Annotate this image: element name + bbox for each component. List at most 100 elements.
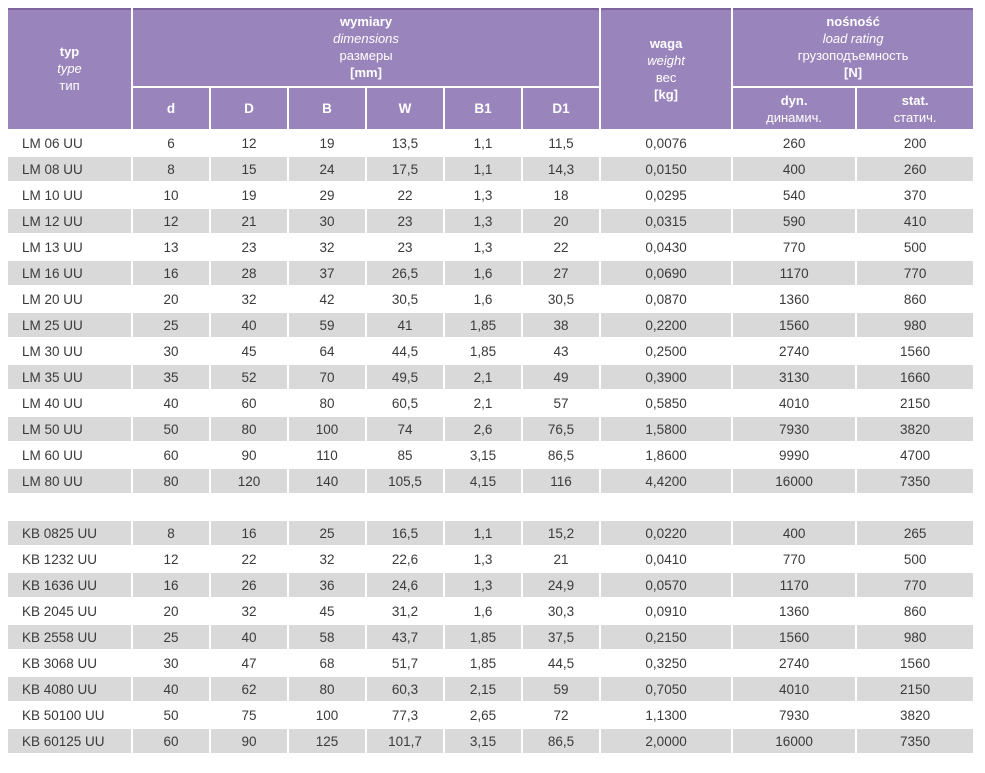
value-cell: 21 <box>523 547 602 573</box>
value-cell: 1660 <box>857 365 976 391</box>
value-cell: 31,2 <box>367 599 445 625</box>
value-cell: 770 <box>733 547 858 573</box>
spacer-cell <box>8 495 976 521</box>
value-cell: 45 <box>211 339 289 365</box>
value-cell: 140 <box>289 469 367 495</box>
value-cell: 2,1 <box>445 365 523 391</box>
value-cell: 260 <box>733 131 858 157</box>
value-cell: 86,5 <box>523 729 602 755</box>
value-cell: 23 <box>211 235 289 261</box>
value-cell: 40 <box>133 391 211 417</box>
table-row: LM 06 UU 6 12 19 13,5 1,1 11,5 0,0076 260 200 <box>8 131 976 157</box>
value-cell: 75 <box>211 703 289 729</box>
value-cell: 19 <box>289 131 367 157</box>
bearing-type-cell: LM 06 UU <box>8 131 133 157</box>
value-cell: 1,85 <box>445 625 523 651</box>
value-cell: 4010 <box>733 391 858 417</box>
bearing-type-cell: LM 35 UU <box>8 365 133 391</box>
value-cell: 16 <box>211 521 289 547</box>
value-cell: 0,7050 <box>601 677 734 703</box>
value-cell: 58 <box>289 625 367 651</box>
value-cell: 16,5 <box>367 521 445 547</box>
value-cell: 68 <box>289 651 367 677</box>
header-col-dynamic: dyn. динамич. <box>733 88 858 131</box>
value-cell: 2,6 <box>445 417 523 443</box>
value-cell: 370 <box>857 183 976 209</box>
bearing-type-cell: KB 60125 UU <box>8 729 133 755</box>
value-cell: 0,0410 <box>601 547 734 573</box>
value-cell: 30,3 <box>523 599 602 625</box>
header-col-D1: D1 <box>523 88 602 131</box>
value-cell: 16 <box>133 261 211 287</box>
value-cell: 19 <box>211 183 289 209</box>
value-cell: 0,0910 <box>601 599 734 625</box>
table-row: KB 50100 UU 50 75 100 77,3 2,65 72 1,1300 7930 38… <box>8 703 976 729</box>
value-cell: 29 <box>289 183 367 209</box>
bearing-type-cell: LM 12 UU <box>8 209 133 235</box>
value-cell: 590 <box>733 209 858 235</box>
value-cell: 60,3 <box>367 677 445 703</box>
value-cell: 260 <box>857 157 976 183</box>
value-cell: 80 <box>289 677 367 703</box>
weight-label-ru: вес <box>655 69 677 85</box>
value-cell: 30 <box>133 339 211 365</box>
value-cell: 0,0150 <box>601 157 734 183</box>
value-cell: 25 <box>289 521 367 547</box>
value-cell: 23 <box>367 235 445 261</box>
value-cell: 3,15 <box>445 443 523 469</box>
weight-label-pl: waga <box>649 35 683 51</box>
table-row: LM 35 UU 35 52 70 49,5 2,1 49 0,3900 3130 1660 <box>8 365 976 391</box>
value-cell: 21 <box>211 209 289 235</box>
header-col-W: W <box>367 88 445 131</box>
value-cell: 36 <box>289 573 367 599</box>
value-cell: 400 <box>733 521 858 547</box>
value-cell: 105,5 <box>367 469 445 495</box>
value-cell: 77,3 <box>367 703 445 729</box>
type-label-pl: typ <box>59 44 80 59</box>
value-cell: 20 <box>523 209 602 235</box>
bearing-type-cell: KB 2558 UU <box>8 625 133 651</box>
bearing-type-cell: LM 40 UU <box>8 391 133 417</box>
value-cell: 860 <box>857 599 976 625</box>
value-cell: 30 <box>289 209 367 235</box>
value-cell: 100 <box>289 417 367 443</box>
value-cell: 6 <box>133 131 211 157</box>
value-cell: 2150 <box>857 677 976 703</box>
value-cell: 14,3 <box>523 157 602 183</box>
value-cell: 80 <box>289 391 367 417</box>
value-cell: 0,2500 <box>601 339 734 365</box>
value-cell: 0,0295 <box>601 183 734 209</box>
value-cell: 1560 <box>857 339 976 365</box>
table-row: KB 2558 UU 25 40 58 43,7 1,85 37,5 0,2150 1560 98… <box>8 625 976 651</box>
value-cell: 1560 <box>733 313 858 339</box>
value-cell: 64 <box>289 339 367 365</box>
value-cell: 410 <box>857 209 976 235</box>
table-row: KB 60125 UU 60 90 125 101,7 3,15 86,5 2,0000 160… <box>8 729 976 755</box>
value-cell: 27 <box>523 261 602 287</box>
value-cell: 0,3250 <box>601 651 734 677</box>
value-cell: 24,6 <box>367 573 445 599</box>
table-row: LM 80 UU 80 120 140 105,5 4,15 116 4,4200 16000 7… <box>8 469 976 495</box>
value-cell: 90 <box>211 443 289 469</box>
value-cell: 60 <box>133 729 211 755</box>
value-cell: 1,1300 <box>601 703 734 729</box>
value-cell: 3820 <box>857 417 976 443</box>
value-cell: 23 <box>367 209 445 235</box>
header-type-column: typ type тип <box>8 8 133 131</box>
value-cell: 26 <box>211 573 289 599</box>
col-B-label: B <box>322 100 332 116</box>
table-row: LM 50 UU 50 80 100 74 2,6 76,5 1,5800 7930 3820 <box>8 417 976 443</box>
header-row-sub: d D B W B1 D1 dyn. динамич. stat. статич… <box>8 88 976 131</box>
value-cell: 0,3900 <box>601 365 734 391</box>
table-row: LM 25 UU 25 40 59 41 1,85 38 0,2200 1560 980 <box>8 313 976 339</box>
value-cell: 50 <box>133 417 211 443</box>
value-cell: 125 <box>289 729 367 755</box>
bearing-type-cell: KB 1232 UU <box>8 547 133 573</box>
value-cell: 32 <box>289 235 367 261</box>
value-cell: 2,15 <box>445 677 523 703</box>
value-cell: 9990 <box>733 443 858 469</box>
value-cell: 1360 <box>733 599 858 625</box>
value-cell: 2150 <box>857 391 976 417</box>
value-cell: 22 <box>523 235 602 261</box>
value-cell: 110 <box>289 443 367 469</box>
